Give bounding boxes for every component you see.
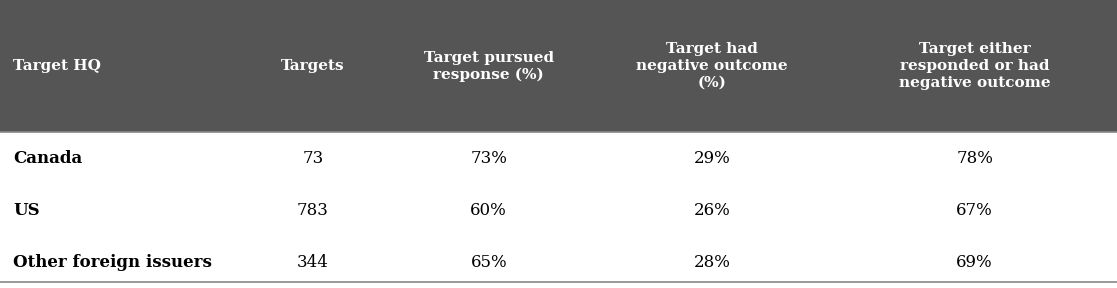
- Text: 783: 783: [297, 202, 328, 219]
- Text: Target HQ: Target HQ: [13, 59, 102, 73]
- Text: 26%: 26%: [694, 202, 731, 219]
- Text: 78%: 78%: [956, 150, 993, 167]
- Text: Target had
negative outcome
(%): Target had negative outcome (%): [637, 43, 787, 90]
- Text: 29%: 29%: [694, 150, 731, 167]
- Text: 28%: 28%: [694, 253, 731, 271]
- Text: US: US: [13, 202, 40, 219]
- Text: Canada: Canada: [13, 150, 83, 167]
- Text: 73%: 73%: [470, 150, 507, 167]
- Text: Target either
responded or had
negative outcome: Target either responded or had negative …: [899, 43, 1050, 90]
- Text: Other foreign issuers: Other foreign issuers: [13, 253, 212, 271]
- Text: 344: 344: [297, 253, 328, 271]
- Text: 60%: 60%: [470, 202, 507, 219]
- Text: 65%: 65%: [470, 253, 507, 271]
- Text: 67%: 67%: [956, 202, 993, 219]
- Text: Targets: Targets: [281, 59, 344, 73]
- Text: 73: 73: [302, 150, 324, 167]
- Text: Target pursued
response (%): Target pursued response (%): [423, 51, 554, 82]
- Text: 69%: 69%: [956, 253, 993, 271]
- Bar: [0, 0, 1117, 132]
